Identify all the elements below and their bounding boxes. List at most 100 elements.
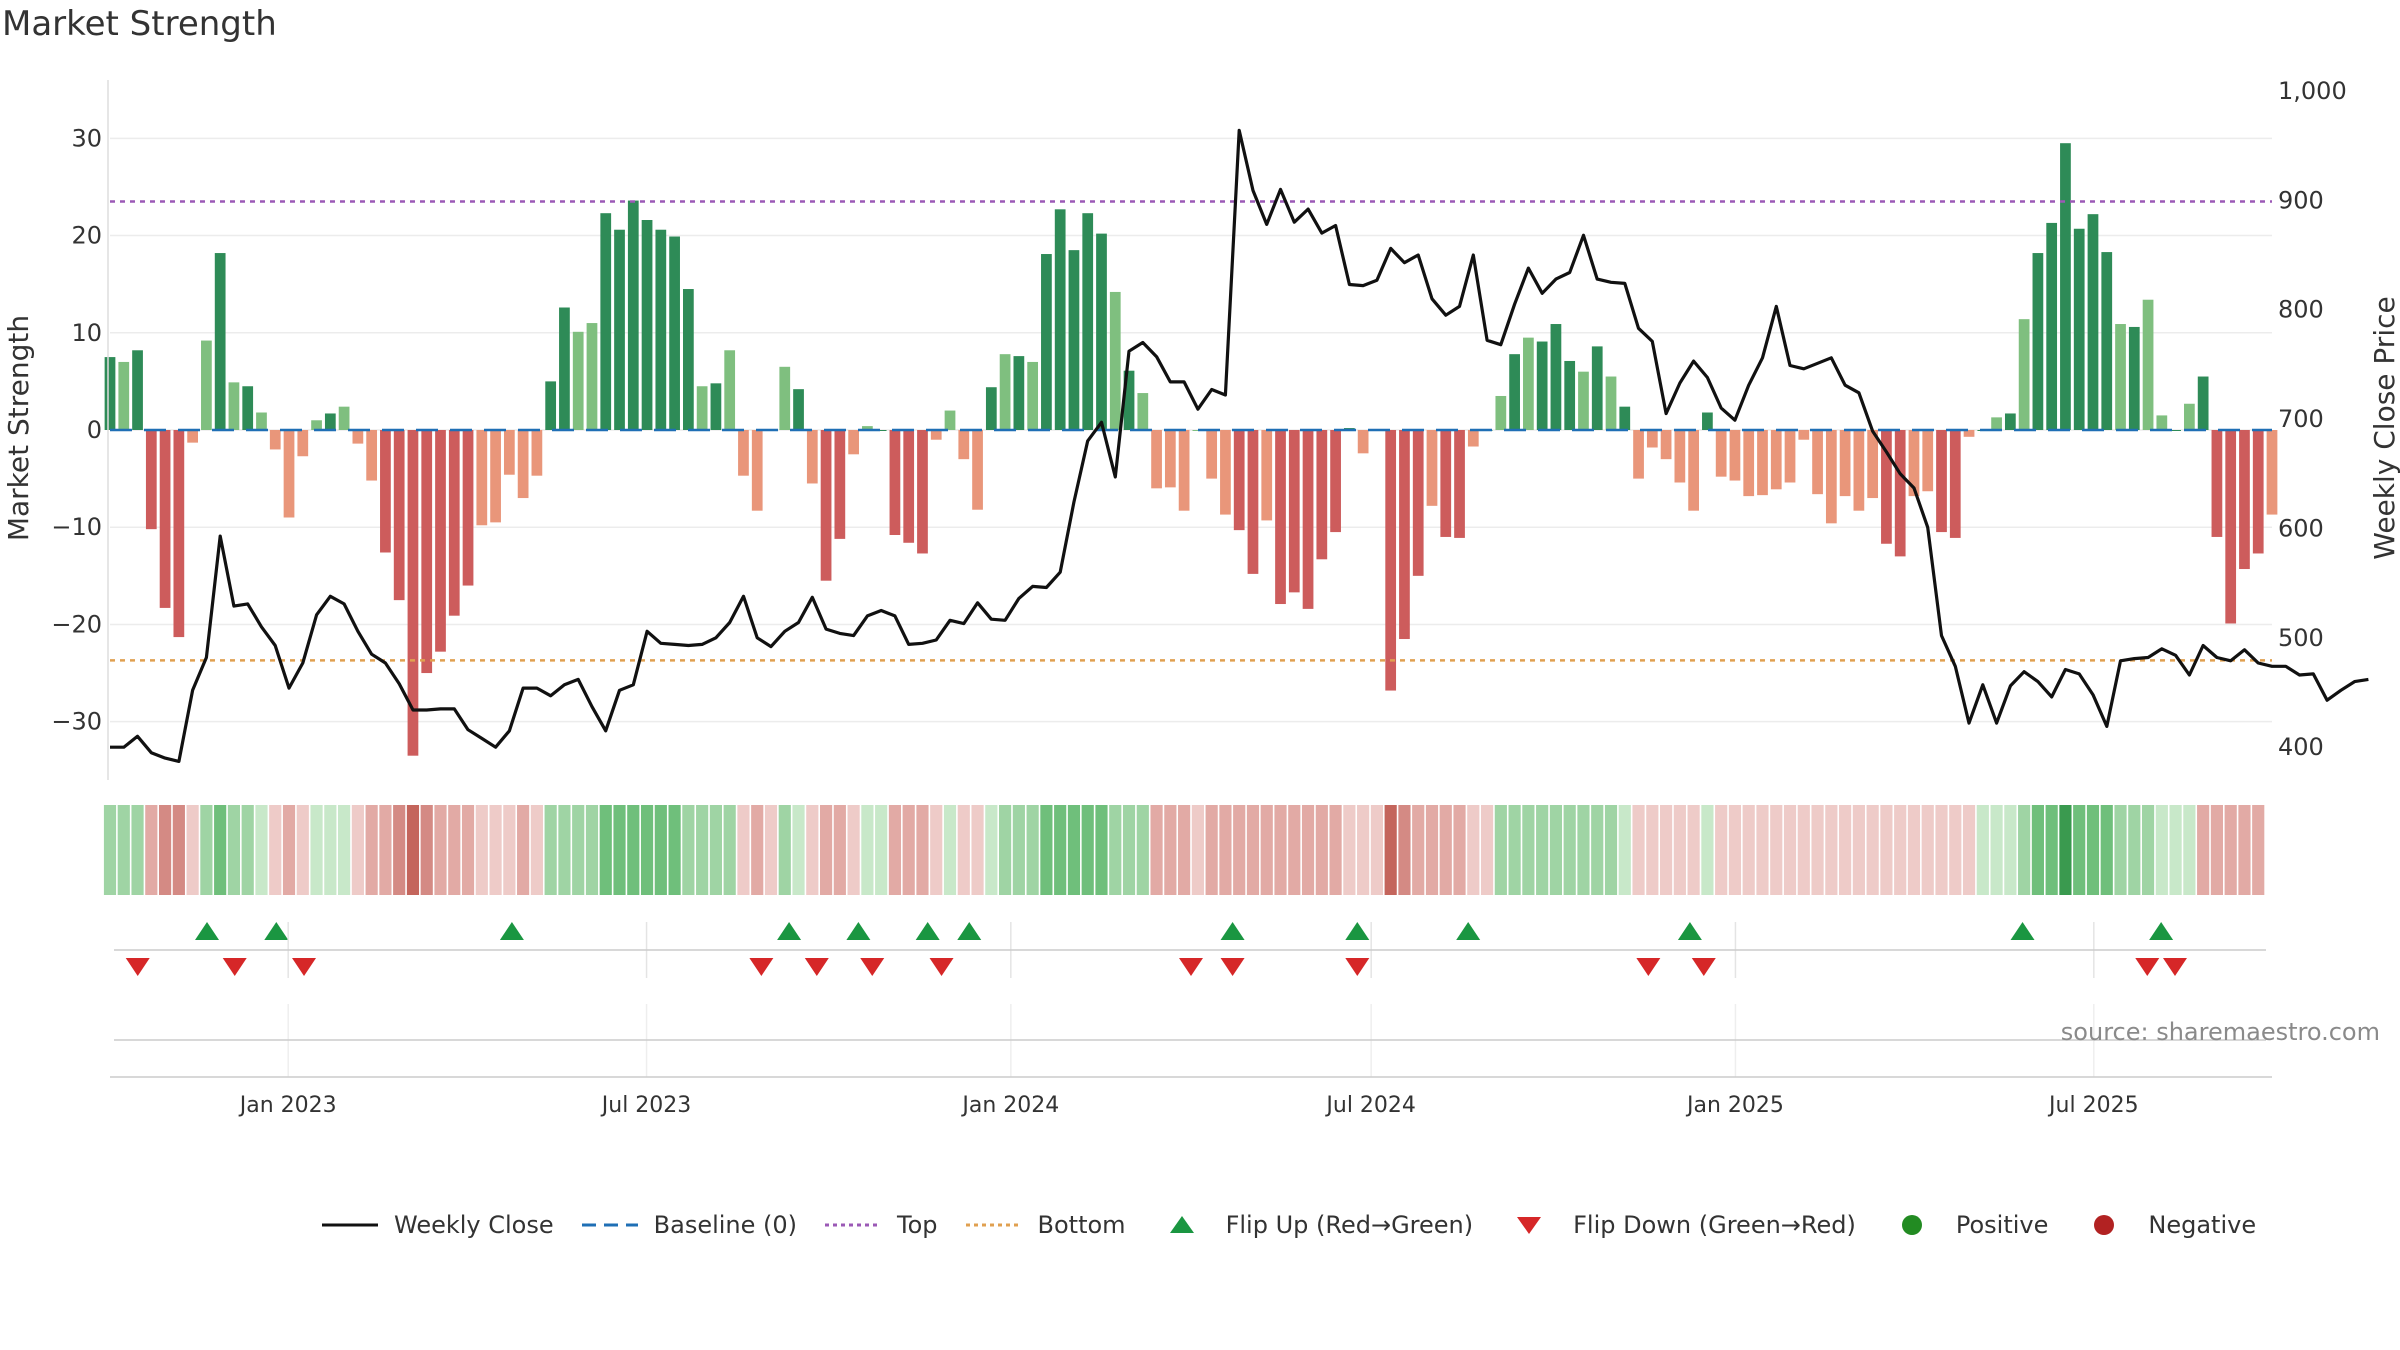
flip-down-marker <box>222 958 247 976</box>
strength-bar <box>1839 430 1851 497</box>
strip-cell <box>627 805 640 895</box>
strip-cell <box>1205 805 1218 895</box>
strength-bar <box>517 430 529 499</box>
axis-layer: 30 20 10 0 −10 −20 −30 1,000 900 800 700 600 500 400 <box>51 77 2347 780</box>
bar-layer <box>104 143 2278 756</box>
strength-bar <box>627 200 639 430</box>
strip-cell <box>1976 805 1989 895</box>
strength-bar <box>173 430 185 638</box>
flip-up-marker <box>957 922 982 940</box>
strip-cell <box>393 805 406 895</box>
strength-bar <box>1288 430 1300 593</box>
strip-cell <box>503 805 516 895</box>
strip-cell <box>1040 805 1053 895</box>
strip-cell <box>282 805 296 895</box>
strip-cell <box>2183 805 2196 895</box>
strength-bar <box>283 430 295 518</box>
y-tick-label: 30 <box>71 124 102 152</box>
strength-bar <box>1798 430 1810 440</box>
flip-up-marker <box>1677 922 1702 940</box>
strip-cell <box>2018 805 2031 895</box>
strength-bar <box>1275 430 1286 605</box>
strip-cell <box>819 805 833 895</box>
strip-cell <box>2224 805 2237 895</box>
strength-bar <box>1523 337 1534 430</box>
strength-bar <box>531 430 543 476</box>
strip-cell <box>1425 805 1439 895</box>
strip-cell <box>723 805 736 895</box>
y2-tick-label: 1,000 <box>2278 77 2347 105</box>
flip-down-marker <box>1636 958 1661 976</box>
flip-up-marker <box>195 922 220 940</box>
strip-cell <box>448 805 461 895</box>
strip-cell <box>1453 805 1466 895</box>
strip-cell <box>1081 805 1094 895</box>
y2-tick-label: 700 <box>2278 405 2324 433</box>
strength-bar <box>2170 430 2181 431</box>
y-tick-label: −30 <box>51 708 102 736</box>
reference-lines-layer <box>110 200 2272 662</box>
strip-cell <box>2073 805 2086 895</box>
strip-cell <box>943 805 957 895</box>
strength-bar <box>1054 209 1066 430</box>
y2-tick-label: 400 <box>2278 733 2324 761</box>
strip-cell <box>117 805 130 895</box>
strength-bar <box>2197 376 2209 430</box>
strength-bar <box>1894 430 1906 557</box>
strength-bar <box>1440 430 1452 537</box>
strip-cell <box>1357 805 1370 895</box>
strength-bar <box>1495 395 1507 430</box>
strip-cell <box>1577 805 1590 895</box>
strength-bar <box>1812 430 1823 495</box>
strength-bar <box>930 430 942 440</box>
strip-cell <box>1109 805 1122 895</box>
strip-cell <box>1315 805 1328 895</box>
strip-cell <box>668 805 681 895</box>
strength-bar <box>1357 430 1369 454</box>
triangle-down-icon <box>1499 1214 1559 1236</box>
strength-bar <box>1770 430 1782 490</box>
date-tick-label: Jul 2025 <box>2047 1093 2139 1118</box>
strip-cell <box>2086 805 2100 895</box>
strength-bar <box>2060 143 2071 430</box>
strength-bar <box>1949 430 1961 538</box>
legend-item: Flip Up (Red→Green) <box>1152 1211 1473 1239</box>
triangle-up-icon <box>1152 1214 1212 1236</box>
strip-cell <box>1839 805 1852 895</box>
strip-cell <box>709 805 722 895</box>
strength-bar <box>311 420 322 430</box>
strip-cell <box>2210 805 2224 895</box>
strip-cell <box>1370 805 1383 895</box>
flip-up-marker <box>264 922 289 940</box>
strip-cell <box>682 805 695 895</box>
date-tick-label: Jul 2024 <box>1324 1093 1416 1118</box>
strength-bar <box>641 220 653 430</box>
strength-bar <box>1233 430 1245 531</box>
strength-bar <box>1784 430 1796 483</box>
strength-bar <box>1867 430 1879 499</box>
strength-bar <box>1164 430 1176 488</box>
strip-cell <box>1728 805 1742 895</box>
strength-bar <box>1605 376 1617 430</box>
strength-bar <box>1109 291 1121 430</box>
strength-bar <box>2087 214 2099 430</box>
strip-cell <box>1660 805 1673 895</box>
flip-down-marker <box>1691 958 1716 976</box>
strength-bar <box>834 430 846 539</box>
y2-tick-label: 600 <box>2278 514 2324 542</box>
strength-bar <box>600 213 612 430</box>
strip-cell <box>2004 805 2017 895</box>
strip-cell <box>2155 805 2168 895</box>
strip-cell <box>696 805 709 895</box>
strip-cell <box>640 805 654 895</box>
strip-cell <box>792 805 805 895</box>
dotted-line-icon <box>823 1214 883 1236</box>
strip-cell <box>2045 805 2058 895</box>
strength-bar <box>1536 341 1548 430</box>
strength-bar <box>2184 403 2195 430</box>
strip-cell <box>324 805 337 895</box>
strength-bar <box>2032 253 2044 430</box>
flip-down-marker <box>1179 958 1203 976</box>
strength-bar <box>820 430 832 581</box>
strength-bar <box>917 430 928 554</box>
